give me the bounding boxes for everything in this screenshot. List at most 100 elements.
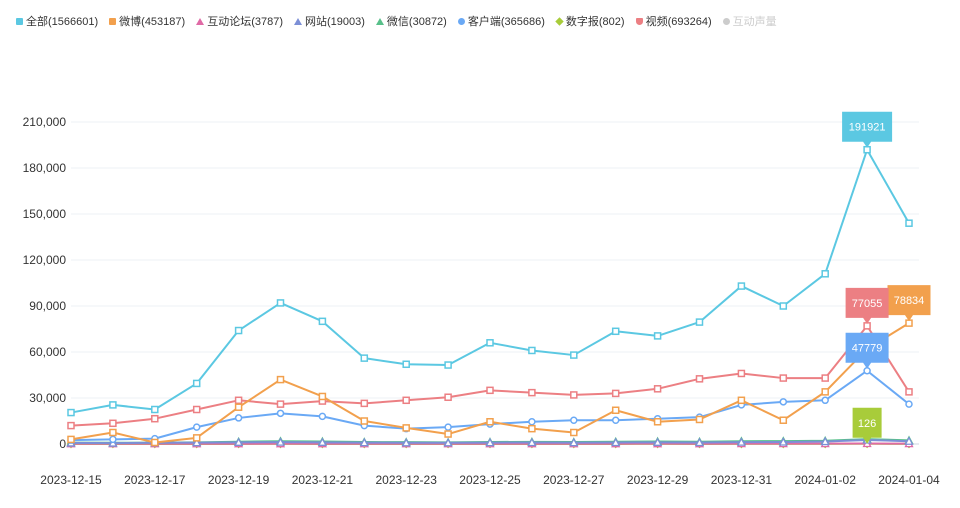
legend-item-1[interactable]: 微博(453187) [109, 13, 185, 29]
data-point[interactable] [779, 374, 788, 382]
data-point[interactable] [486, 339, 494, 347]
x-tick-label: 2023-12-25 [459, 473, 521, 487]
legend-item-8[interactable]: 互动声量 [722, 13, 777, 29]
data-point[interactable] [611, 406, 620, 415]
data-point[interactable] [318, 317, 327, 326]
data-point[interactable] [570, 428, 578, 437]
data-point[interactable] [444, 430, 452, 438]
data-point[interactable] [359, 437, 369, 447]
data-point[interactable] [528, 346, 536, 355]
data-point[interactable] [360, 399, 369, 408]
flag-shape [845, 287, 889, 324]
data-point[interactable] [192, 405, 201, 414]
data-point[interactable] [737, 369, 746, 378]
data-point[interactable] [109, 401, 117, 409]
data-point[interactable] [486, 418, 494, 426]
data-point[interactable] [653, 437, 663, 446]
data-point[interactable] [528, 418, 536, 426]
data-point[interactable] [151, 438, 159, 447]
data-point[interactable] [821, 270, 829, 278]
data-point[interactable] [821, 374, 829, 382]
data-point[interactable] [317, 437, 327, 446]
data-point[interactable] [109, 428, 117, 437]
data-point[interactable] [109, 435, 117, 444]
data-point[interactable] [234, 403, 243, 411]
data-point[interactable] [275, 437, 286, 446]
data-point[interactable] [779, 416, 788, 424]
data-point[interactable] [821, 388, 829, 396]
data-point[interactable] [653, 332, 662, 340]
data-point[interactable] [109, 419, 117, 428]
data-point[interactable] [360, 417, 369, 425]
data-point[interactable] [694, 437, 705, 447]
data-point[interactable] [611, 327, 620, 336]
data-point[interactable] [443, 437, 453, 447]
data-point[interactable] [444, 393, 452, 401]
legend-item-7[interactable]: 视频(693264) [635, 13, 712, 29]
data-point[interactable] [276, 299, 285, 307]
data-point[interactable] [736, 437, 746, 446]
data-point[interactable] [821, 396, 829, 405]
data-point[interactable] [653, 418, 662, 426]
data-point[interactable] [276, 400, 285, 408]
data-point[interactable] [360, 354, 369, 362]
legend-item-5[interactable]: 客户端(365686) [457, 13, 545, 29]
flag-shape [845, 332, 889, 369]
legend-item-2[interactable]: 互动论坛(3787) [196, 13, 283, 29]
data-point[interactable] [778, 437, 788, 446]
data-point[interactable] [276, 375, 285, 384]
data-point[interactable] [569, 437, 579, 447]
legend-item-6[interactable]: 数字报(802) [555, 13, 625, 29]
data-point[interactable] [737, 396, 746, 405]
data-point[interactable] [611, 389, 620, 398]
data-point[interactable] [234, 437, 244, 446]
legend-item-3[interactable]: 网站(19003) [294, 13, 365, 29]
data-point[interactable] [401, 437, 411, 447]
data-point[interactable] [67, 421, 75, 430]
data-point[interactable] [67, 408, 75, 417]
data-point[interactable] [485, 437, 495, 447]
legend-item-0[interactable]: 全部(1566601) [16, 13, 98, 29]
data-point[interactable] [820, 436, 830, 446]
data-point[interactable] [905, 219, 913, 227]
data-point[interactable] [528, 424, 536, 433]
data-point[interactable] [653, 385, 662, 393]
data-point[interactable] [151, 405, 159, 414]
data-point[interactable] [779, 302, 788, 310]
data-point[interactable] [905, 400, 913, 408]
data-point[interactable] [695, 318, 704, 326]
data-point[interactable] [192, 379, 201, 388]
data-point[interactable] [192, 434, 201, 442]
data-point[interactable] [611, 416, 620, 424]
data-point[interactable] [570, 351, 578, 359]
data-point[interactable] [527, 437, 537, 447]
data-point[interactable] [611, 437, 621, 447]
data-point[interactable] [192, 423, 201, 431]
data-point[interactable] [234, 326, 243, 335]
data-point[interactable] [695, 415, 704, 424]
data-point[interactable] [737, 282, 746, 290]
data-point[interactable] [905, 388, 913, 396]
data-point[interactable] [276, 409, 285, 418]
data-point[interactable] [234, 414, 243, 422]
data-point[interactable] [444, 361, 452, 369]
data-point[interactable] [234, 396, 243, 405]
data-point[interactable] [486, 386, 494, 395]
data-point[interactable] [192, 437, 202, 447]
data-point[interactable] [570, 416, 578, 424]
data-point[interactable] [67, 435, 75, 444]
data-point[interactable] [695, 375, 704, 383]
data-point[interactable] [444, 423, 452, 431]
data-point[interactable] [570, 391, 578, 399]
data-point[interactable] [779, 398, 788, 406]
data-point[interactable] [904, 436, 914, 445]
data-point[interactable] [402, 424, 410, 432]
data-point[interactable] [318, 392, 327, 401]
data-point[interactable] [318, 412, 327, 421]
data-point[interactable] [528, 388, 536, 397]
legend-label: 全部(1566601) [26, 16, 99, 28]
data-point[interactable] [402, 360, 410, 369]
data-point[interactable] [402, 396, 410, 405]
data-point[interactable] [151, 414, 159, 423]
legend-item-4[interactable]: 微信(30872) [375, 13, 447, 29]
